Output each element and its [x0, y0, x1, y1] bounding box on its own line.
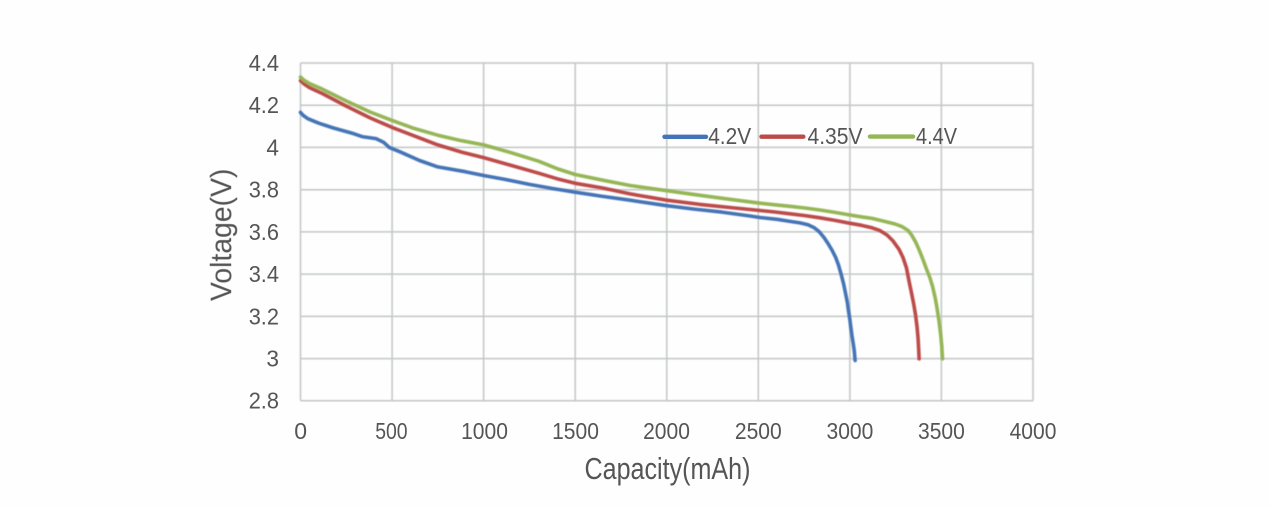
svg-text:2000: 2000: [643, 418, 690, 444]
svg-text:4.2: 4.2: [249, 92, 279, 118]
svg-text:3.6: 3.6: [249, 219, 279, 245]
svg-text:Voltage(V): Voltage(V): [205, 169, 238, 301]
svg-text:4000: 4000: [1010, 418, 1057, 444]
svg-text:3500: 3500: [918, 418, 965, 444]
svg-text:3.8: 3.8: [249, 177, 279, 203]
svg-text:3.2: 3.2: [249, 303, 279, 329]
svg-text:1000: 1000: [461, 418, 508, 444]
svg-text:Capacity(mAh): Capacity(mAh): [585, 451, 751, 486]
svg-text:4: 4: [266, 134, 279, 160]
svg-text:0: 0: [294, 418, 307, 444]
svg-text:3000: 3000: [827, 418, 874, 444]
svg-text:500: 500: [375, 418, 407, 444]
svg-text:4.4V: 4.4V: [916, 123, 958, 149]
svg-text:3: 3: [266, 346, 279, 372]
svg-text:2500: 2500: [735, 418, 782, 444]
svg-text:4.35V: 4.35V: [808, 123, 864, 149]
svg-text:1500: 1500: [552, 418, 599, 444]
svg-text:4.2V: 4.2V: [708, 123, 752, 149]
svg-text:4.4: 4.4: [249, 50, 279, 76]
svg-text:2.8: 2.8: [249, 388, 279, 414]
svg-text:3.4: 3.4: [249, 261, 279, 287]
